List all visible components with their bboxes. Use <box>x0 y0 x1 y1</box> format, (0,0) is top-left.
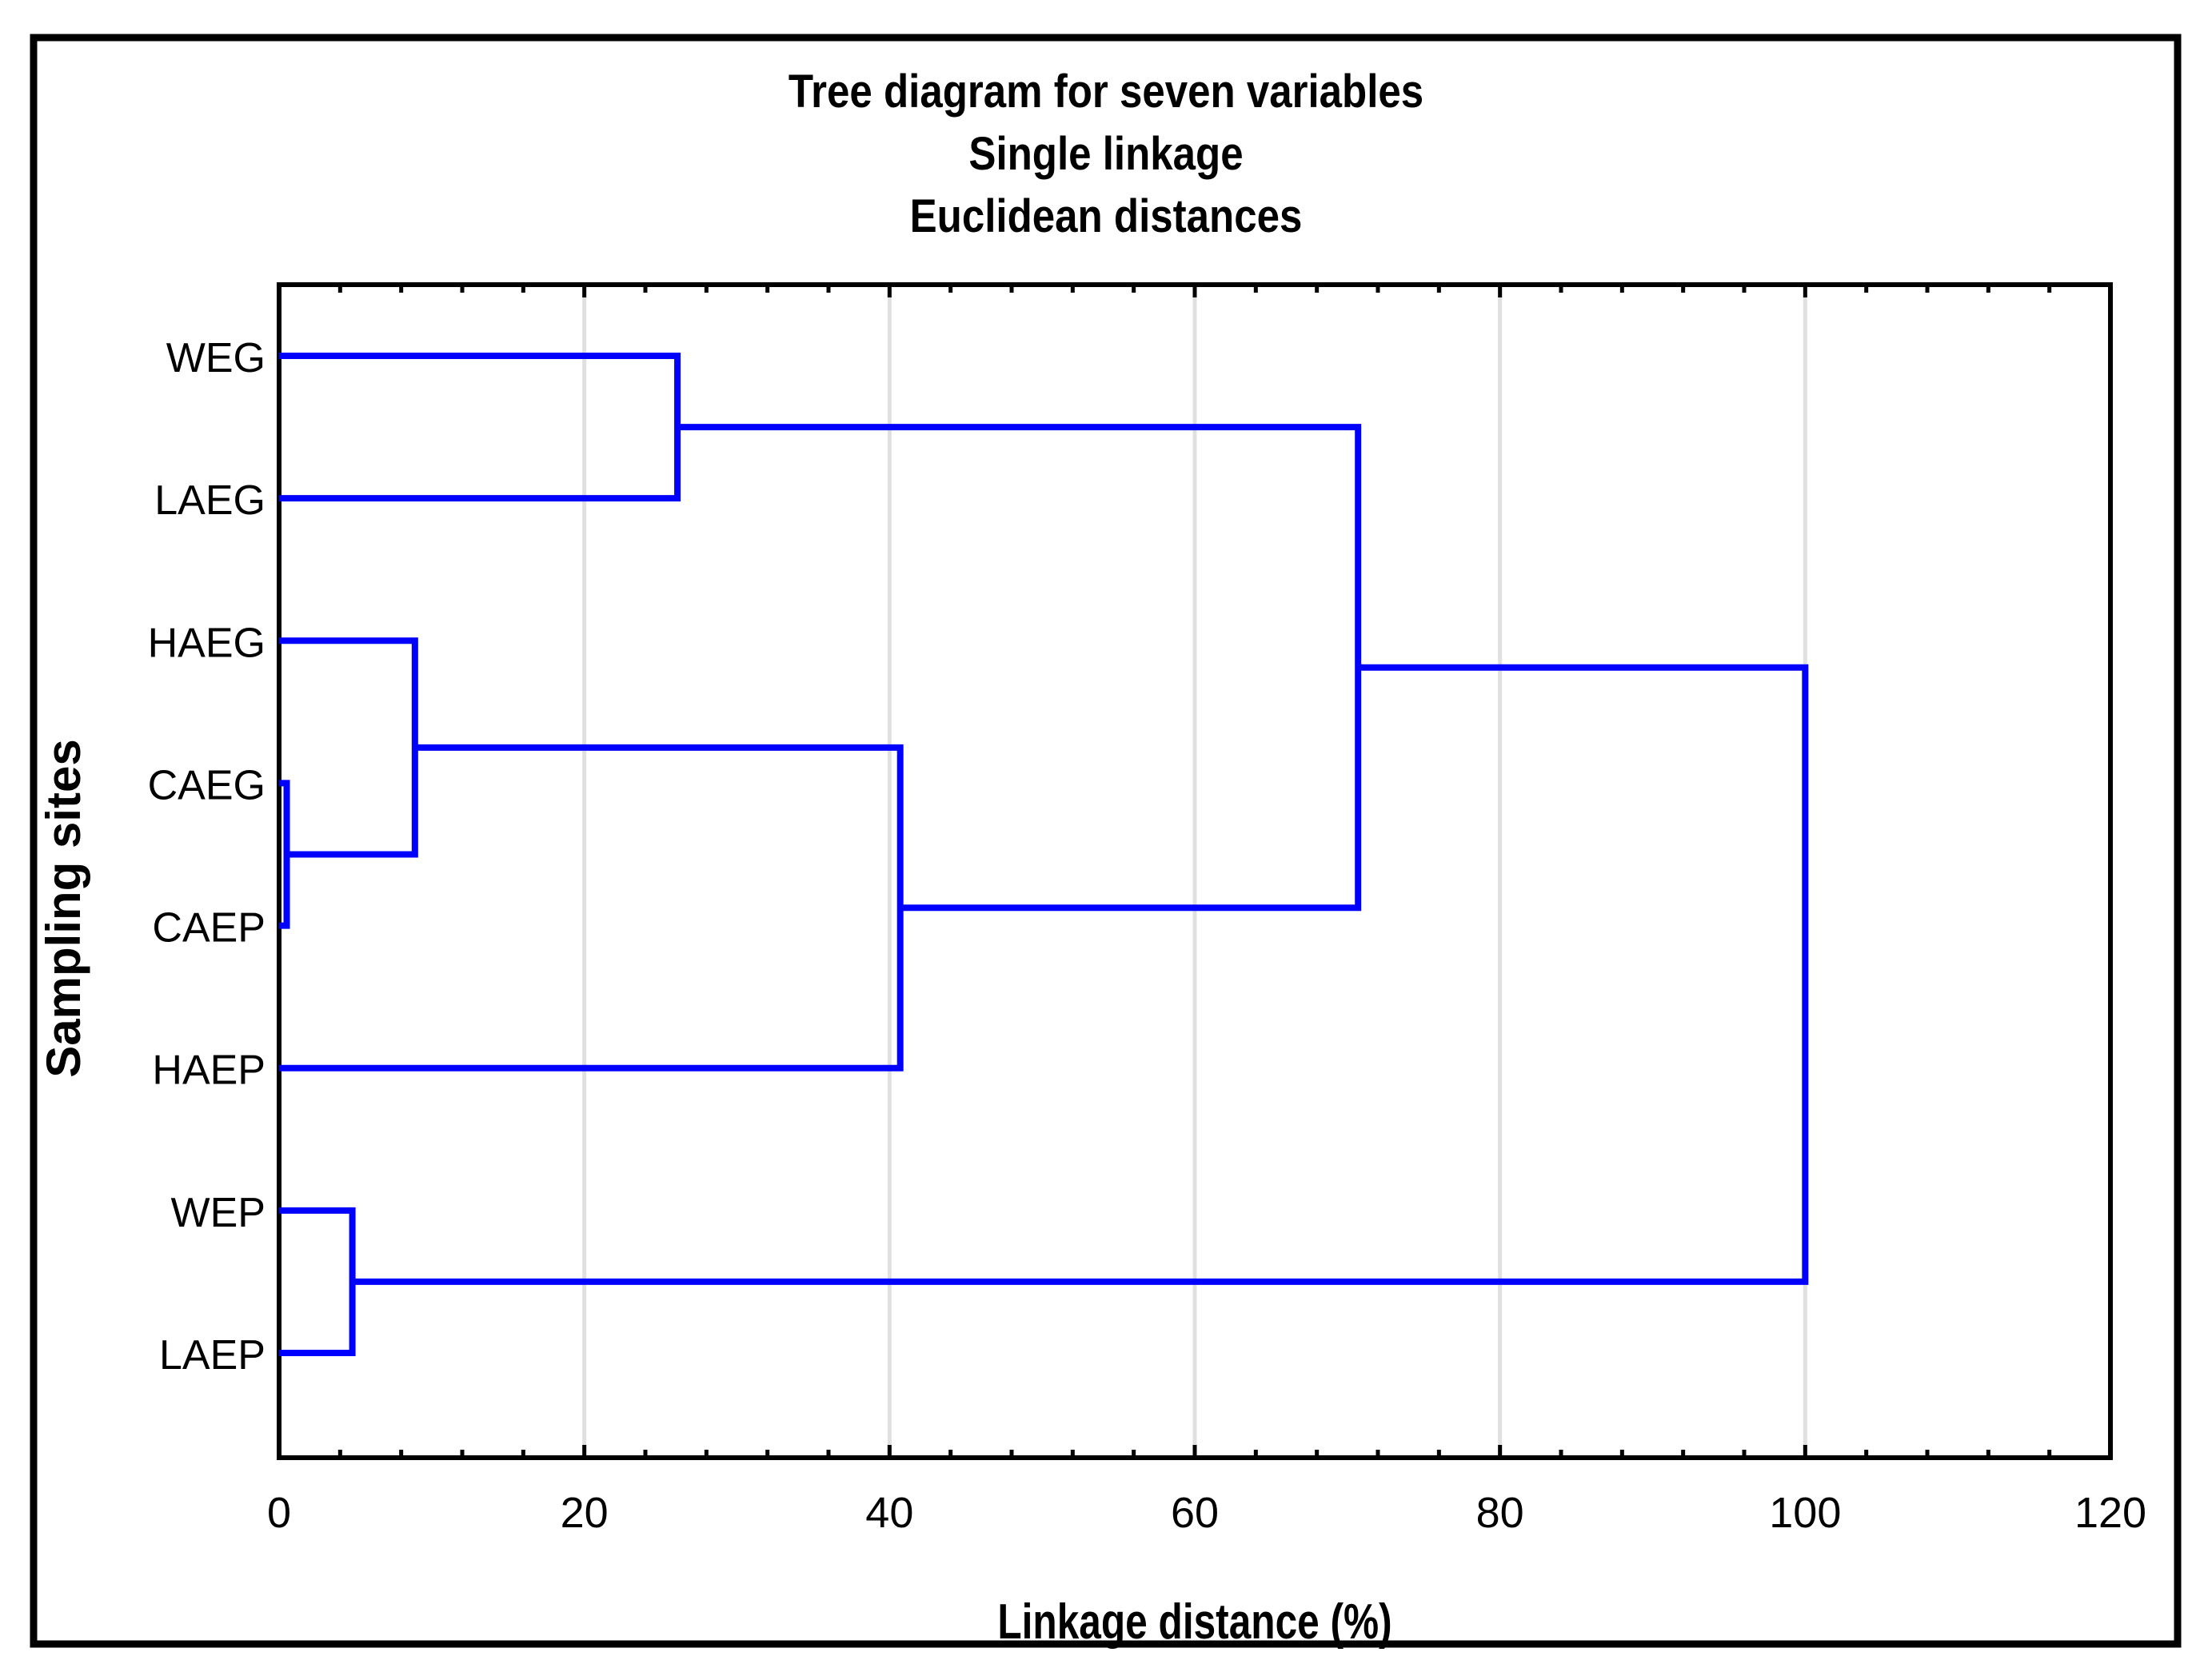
leaf-label-CAEG: CAEG <box>148 762 266 808</box>
x-tick-label-100: 100 <box>1769 1489 1841 1537</box>
leaf-label-WEG: WEG <box>166 335 266 381</box>
leaf-label-LAEP: LAEP <box>159 1332 266 1379</box>
leaf-label-WEP: WEP <box>171 1190 266 1236</box>
leaf-label-HAEP: HAEP <box>152 1048 266 1094</box>
x-tick-label-20: 20 <box>561 1489 609 1537</box>
dendrogram-link-M7 <box>352 664 1809 1285</box>
dendrogram-link-M4 <box>279 353 681 502</box>
chart-title-line-1: Tree diagram for seven variables <box>788 66 1424 118</box>
dendrogram-link-M6 <box>677 424 1362 912</box>
leaf-label-LAEG: LAEG <box>154 477 266 524</box>
x-tick-label-0: 0 <box>267 1489 291 1537</box>
x-tick-label-80: 80 <box>1476 1489 1524 1537</box>
x-tick-label-120: 120 <box>2074 1489 2146 1537</box>
chart-title: Tree diagram for seven variables Single … <box>133 61 2079 248</box>
x-axis-title: Linkage distance (%) <box>997 1594 1392 1650</box>
chart-title-line-3: Euclidean distances <box>909 190 1303 242</box>
leaf-label-HAEG: HAEG <box>148 620 266 666</box>
chart-title-line-2: Single linkage <box>968 128 1244 180</box>
dendrogram-link-M5 <box>279 744 904 1071</box>
dendrogram-link-M3 <box>279 637 418 858</box>
figure-border <box>30 34 2182 1648</box>
x-tick-label-40: 40 <box>865 1489 913 1537</box>
dendrogram-link-M2 <box>279 1207 356 1356</box>
x-tick-label-60: 60 <box>1171 1489 1219 1537</box>
leaf-label-CAEP: CAEP <box>152 905 266 952</box>
